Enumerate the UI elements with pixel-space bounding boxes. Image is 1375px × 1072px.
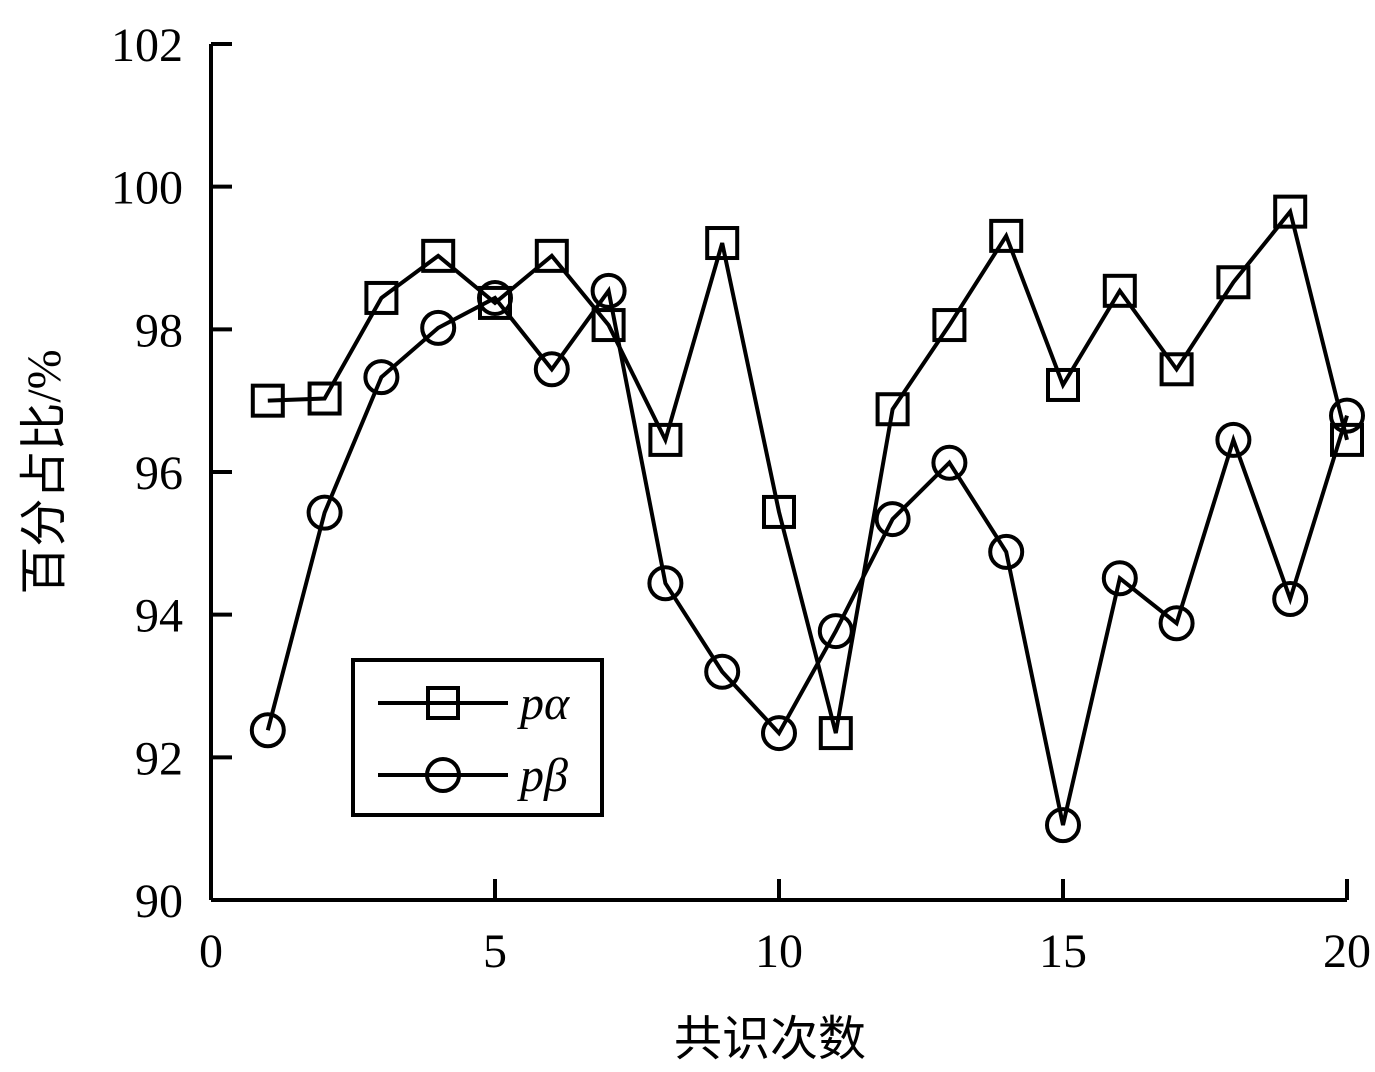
y-tick-label: 92 (135, 732, 183, 785)
circle-marker (1329, 397, 1365, 434)
legend-box (351, 658, 604, 817)
square-marker (989, 218, 1024, 253)
series-line (265, 285, 1349, 826)
circle-marker (425, 757, 461, 793)
y-tick-label: 90 (135, 875, 183, 928)
circle-marker (1272, 580, 1309, 617)
square-marker (591, 308, 626, 343)
square-marker (250, 383, 285, 418)
circle-marker (647, 565, 684, 602)
legend-label: pα (517, 677, 570, 730)
x-tick-label: 10 (755, 925, 803, 978)
y-tick-label: 96 (135, 447, 183, 500)
x-axis-label: 共识次数 (674, 1013, 866, 1066)
circle-marker (1158, 605, 1195, 642)
square-marker (1330, 422, 1364, 457)
square-marker (818, 716, 853, 751)
square-marker (762, 494, 796, 529)
y-tick-label: 100 (111, 162, 183, 215)
circle-marker (249, 712, 286, 749)
square-marker (421, 238, 456, 273)
circle-marker (306, 494, 343, 531)
square-marker (1216, 265, 1251, 300)
y-axis-label: 百分占比/% (18, 349, 71, 594)
y-tick-label: 98 (135, 304, 183, 357)
x-tick-label: 5 (483, 925, 507, 978)
x-tick-label: 20 (1323, 925, 1371, 978)
circle-marker (931, 444, 968, 481)
circle-marker (363, 359, 400, 396)
legend-label: pβ (517, 749, 568, 802)
square-marker (307, 381, 342, 416)
circle-marker (988, 533, 1025, 570)
square-marker (1273, 194, 1308, 229)
square-marker (1102, 273, 1137, 308)
x-tick-label: 0 (199, 925, 223, 978)
square-marker (1159, 352, 1194, 387)
y-tick-label: 94 (135, 590, 183, 643)
circle-marker (420, 309, 457, 346)
circle-marker (704, 653, 741, 690)
series-line (267, 207, 1349, 734)
circle-marker (1045, 807, 1081, 844)
circle-marker (761, 715, 797, 752)
circle-marker (1101, 560, 1138, 597)
square-marker (705, 226, 740, 261)
circle-marker (1215, 421, 1252, 458)
circle-marker (477, 279, 513, 316)
square-marker (932, 308, 967, 343)
square-marker (1046, 367, 1080, 402)
square-marker (534, 238, 569, 273)
x-tick-label: 15 (1039, 925, 1087, 978)
circle-marker (817, 613, 854, 650)
square-marker (364, 280, 399, 315)
circle-marker (590, 272, 627, 309)
circle-marker (533, 351, 570, 388)
circle-marker (874, 501, 911, 538)
y-tick-label: 102 (111, 19, 183, 72)
square-marker (875, 392, 910, 427)
square-marker (426, 686, 460, 720)
square-marker (648, 422, 683, 457)
